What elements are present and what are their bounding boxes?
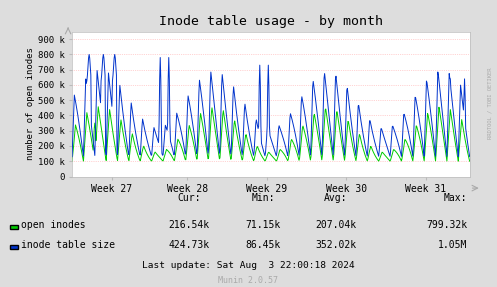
Text: 86.45k: 86.45k [246, 241, 281, 250]
Text: Cur:: Cur: [177, 193, 201, 203]
Text: Min:: Min: [251, 193, 275, 203]
Text: 352.02k: 352.02k [315, 241, 356, 250]
Text: RRDTOOL / TOBI OETIKER: RRDTOOL / TOBI OETIKER [487, 67, 492, 139]
Text: Max:: Max: [444, 193, 467, 203]
Text: open inodes: open inodes [21, 220, 86, 230]
Text: 71.15k: 71.15k [246, 220, 281, 230]
Text: 799.32k: 799.32k [426, 220, 467, 230]
Y-axis label: number of open inodes: number of open inodes [26, 48, 35, 160]
Text: Munin 2.0.57: Munin 2.0.57 [219, 276, 278, 285]
Text: Last update: Sat Aug  3 22:00:18 2024: Last update: Sat Aug 3 22:00:18 2024 [142, 261, 355, 270]
Text: 424.73k: 424.73k [168, 241, 209, 250]
Text: Avg:: Avg: [324, 193, 347, 203]
Title: Inode table usage - by month: Inode table usage - by month [159, 15, 383, 28]
Text: inode table size: inode table size [21, 241, 115, 250]
Text: 207.04k: 207.04k [315, 220, 356, 230]
Text: 216.54k: 216.54k [168, 220, 209, 230]
Text: 1.05M: 1.05M [438, 241, 467, 250]
